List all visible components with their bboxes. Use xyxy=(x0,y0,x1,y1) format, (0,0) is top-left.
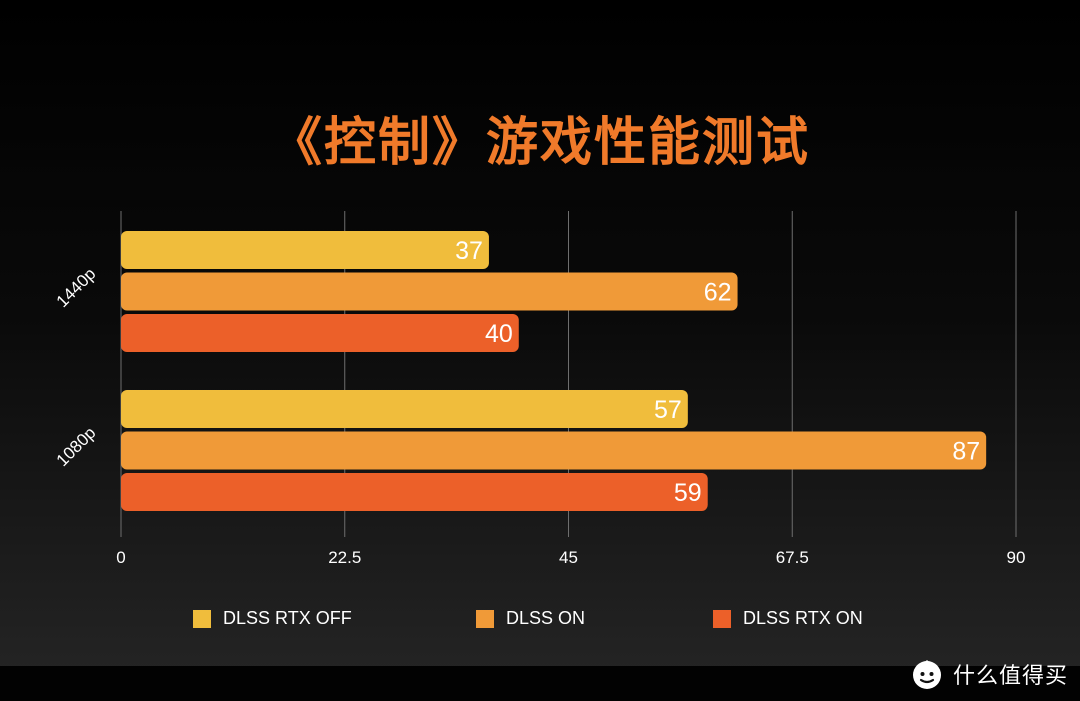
legend-label-dlss-rtx-on: DLSS RTX ON xyxy=(743,608,863,628)
bar-label-1080p-dlss-rtx-off: 57 xyxy=(654,396,682,424)
chart-title: 《控制》游戏性能测试 xyxy=(269,113,810,173)
watermark-text: 什么值得买 xyxy=(952,664,1068,689)
bar-1080p-dlss-on xyxy=(121,431,987,470)
legend-label-dlss-on: DLSS ON xyxy=(506,608,586,628)
legend: DLSS RTX OFF DLSS ON DLSS RTX ON xyxy=(0,608,1080,632)
y-axis-categories: 1440p 1080p xyxy=(53,264,100,470)
x-tick-label-2: 45 xyxy=(559,548,578,567)
bars: 37 62 40 57 87 59 xyxy=(121,231,987,511)
watermark: 什么值得买 xyxy=(911,656,1068,692)
x-tick-label-4: 90 xyxy=(1007,548,1026,567)
x-tick-label-3: 67.5 xyxy=(776,548,809,567)
x-axis-ticks: 0 22.5 45 67.5 90 xyxy=(116,548,1025,567)
bar-1440p-dlss-rtx-off xyxy=(121,231,489,269)
bar-label-1440p-dlss-rtx-on: 40 xyxy=(485,320,513,348)
x-tick-label-1: 22.5 xyxy=(328,548,361,567)
footer-bar xyxy=(0,666,1080,701)
bar-1080p-dlss-rtx-off xyxy=(121,390,688,428)
category-label-1080p: 1080p xyxy=(53,423,100,470)
bar-1440p-dlss-rtx-on xyxy=(121,314,519,352)
legend-item-dlss-rtx-off: DLSS RTX OFF xyxy=(193,608,352,629)
bar-label-1080p-dlss-on: 87 xyxy=(952,438,980,466)
category-label-1440p: 1440p xyxy=(53,264,100,311)
legend-item-dlss-on: DLSS ON xyxy=(476,608,585,629)
bar-1440p-dlss-on xyxy=(121,272,738,311)
legend-swatch-dlss-on xyxy=(476,609,494,628)
bar-label-1440p-dlss-rtx-off: 37 xyxy=(455,237,483,265)
legend-item-dlss-rtx-on: DLSS RTX ON xyxy=(713,608,863,629)
legend-label-dlss-rtx-off: DLSS RTX OFF xyxy=(223,608,352,628)
bar-label-1440p-dlss-on: 62 xyxy=(704,279,732,307)
x-tick-label-0: 0 xyxy=(116,548,125,567)
legend-swatch-dlss-rtx-off xyxy=(193,609,211,628)
bar-chart: 37 62 40 57 87 59 0 22.5 45 67.5 90 1440p 1080p xyxy=(53,211,1025,567)
bar-label-1080p-dlss-rtx-on: 59 xyxy=(674,479,702,507)
bar-1080p-dlss-rtx-on xyxy=(121,473,708,511)
smzdm-logo-icon xyxy=(912,660,941,689)
legend-swatch-dlss-rtx-on xyxy=(713,609,731,628)
